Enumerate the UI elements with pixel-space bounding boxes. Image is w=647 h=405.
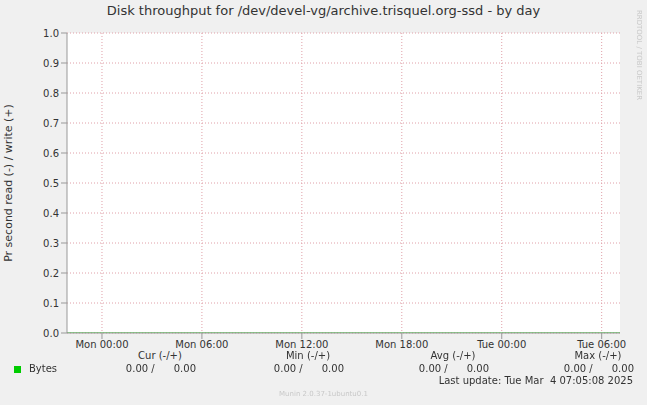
svg-text:0.9: 0.9 xyxy=(43,58,59,69)
html-text:Pr second read (-) / write (+): Pr second read (-) / write (+) xyxy=(2,104,15,262)
html-text:Cur (-/+): Cur (-/+) xyxy=(138,350,182,361)
svg-text:0.3: 0.3 xyxy=(43,238,59,249)
html-text:0.00 / 0.00: 0.00 / 0.00 xyxy=(125,363,196,374)
svg-text:Mon 18:00: Mon 18:00 xyxy=(375,339,428,350)
html-text:0.00 / 0.00: 0.00 / 0.00 xyxy=(563,363,634,374)
html-text:Max (-/+): Max (-/+) xyxy=(574,350,622,361)
html-text:Last update: Tue Mar 4 07:05:0: Last update: Tue Mar 4 07:05:08 2025 xyxy=(438,375,633,386)
svg-text:Mon 00:00: Mon 00:00 xyxy=(75,339,128,350)
html-text:Avg (-/+): Avg (-/+) xyxy=(430,350,476,361)
svg-text:0.2: 0.2 xyxy=(43,268,59,279)
html-text:Min (-/+): Min (-/+) xyxy=(286,350,330,361)
svg-text:Mon 06:00: Mon 06:00 xyxy=(175,339,228,350)
svg-text:0.5: 0.5 xyxy=(43,178,59,189)
html-text:0.00 / 0.00: 0.00 / 0.00 xyxy=(418,363,489,374)
svg-text:Tue 06:00: Tue 06:00 xyxy=(576,339,626,350)
svg-text:0.0: 0.0 xyxy=(43,328,59,339)
svg-text:Tue 00:00: Tue 00:00 xyxy=(476,339,526,350)
svg-text:0.4: 0.4 xyxy=(43,208,59,219)
svg-text:0.1: 0.1 xyxy=(43,298,59,309)
svg-text:1.0: 1.0 xyxy=(43,28,59,39)
html-text:Munin 2.0.37-1ubuntu0.1: Munin 2.0.37-1ubuntu0.1 xyxy=(279,390,368,398)
svg-text:Mon 12:00: Mon 12:00 xyxy=(275,339,328,350)
svg-text:0.6: 0.6 xyxy=(43,148,59,159)
html-text:Disk throughput for /dev/devel: Disk throughput for /dev/devel-vg/archiv… xyxy=(106,3,541,18)
svg-text:0.8: 0.8 xyxy=(43,88,59,99)
svg-text:0.7: 0.7 xyxy=(43,118,59,129)
html-text:RRDTOOL / TOBI OETIKER: RRDTOOL / TOBI OETIKER xyxy=(635,9,643,101)
html-text:0.00 / 0.00: 0.00 / 0.00 xyxy=(273,363,344,374)
html-text:Bytes: Bytes xyxy=(29,363,58,374)
